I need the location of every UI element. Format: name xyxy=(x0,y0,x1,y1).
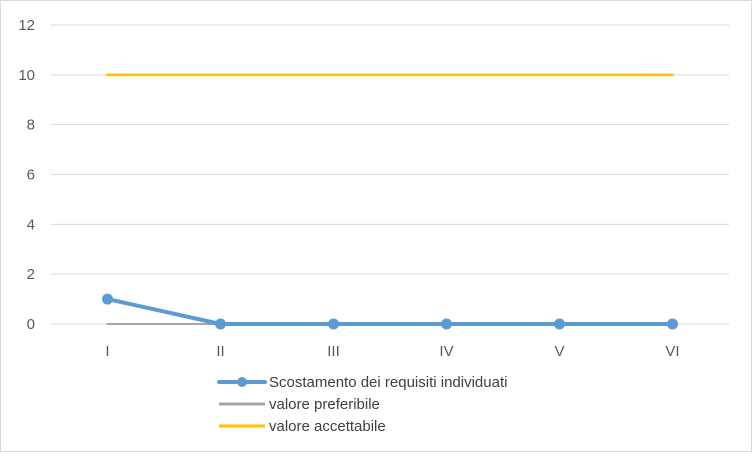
series-line-1 xyxy=(105,297,675,326)
y-tick-label: 10 xyxy=(18,67,35,84)
x-tick-label: I xyxy=(105,343,109,360)
x-tick-label: V xyxy=(554,343,564,360)
series-1-point xyxy=(667,318,678,330)
legend-swatch-series-3 xyxy=(217,419,267,433)
legend-item-series-1: Scostamento dei requisiti individuati xyxy=(217,371,507,393)
x-axis-tick-labels: I II III IV V VI xyxy=(105,343,679,360)
legend-label-series-2: valore preferibile xyxy=(269,395,380,413)
series-1-point xyxy=(554,318,565,330)
y-tick-label: 12 xyxy=(18,17,35,34)
x-tick-label: IV xyxy=(439,343,453,360)
legend-label-series-3: valore accettabile xyxy=(269,417,386,435)
legend-label-series-1: Scostamento dei requisiti individuati xyxy=(269,373,508,391)
series-lines xyxy=(102,73,678,330)
series-1-point xyxy=(328,318,339,330)
y-tick-label: 4 xyxy=(27,216,35,233)
y-tick-label: 0 xyxy=(27,316,35,333)
legend-swatch-series-2 xyxy=(217,397,267,411)
legend: Scostamento dei requisiti individuati va… xyxy=(217,371,507,437)
series-1-point xyxy=(441,318,452,330)
legend-swatch-series-1 xyxy=(217,375,267,389)
y-tick-label: 2 xyxy=(27,266,35,283)
gridlines xyxy=(51,24,729,325)
x-tick-label: III xyxy=(327,343,340,360)
legend-item-series-2: valore preferibile xyxy=(217,393,507,415)
legend-item-series-3: valore accettabile xyxy=(217,415,507,437)
x-tick-label: II xyxy=(216,343,224,360)
y-tick-label: 8 xyxy=(27,117,35,134)
y-tick-label: 6 xyxy=(27,167,35,184)
x-tick-label: VI xyxy=(665,343,679,360)
y-axis-tick-labels: 0 2 4 6 8 10 12 xyxy=(18,17,35,333)
series-1-point xyxy=(102,293,113,305)
series-1-point xyxy=(215,318,226,330)
